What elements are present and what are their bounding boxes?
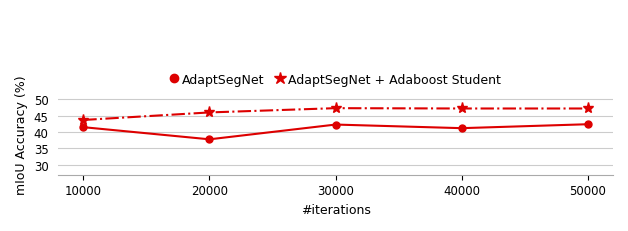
X-axis label: #iterations: #iterations: [301, 203, 371, 216]
Legend: AdaptSegNet, AdaptSegNet + Adaboost Student: AdaptSegNet, AdaptSegNet + Adaboost Stud…: [170, 73, 501, 86]
Y-axis label: mIoU Accuracy (%): mIoU Accuracy (%): [15, 75, 28, 194]
